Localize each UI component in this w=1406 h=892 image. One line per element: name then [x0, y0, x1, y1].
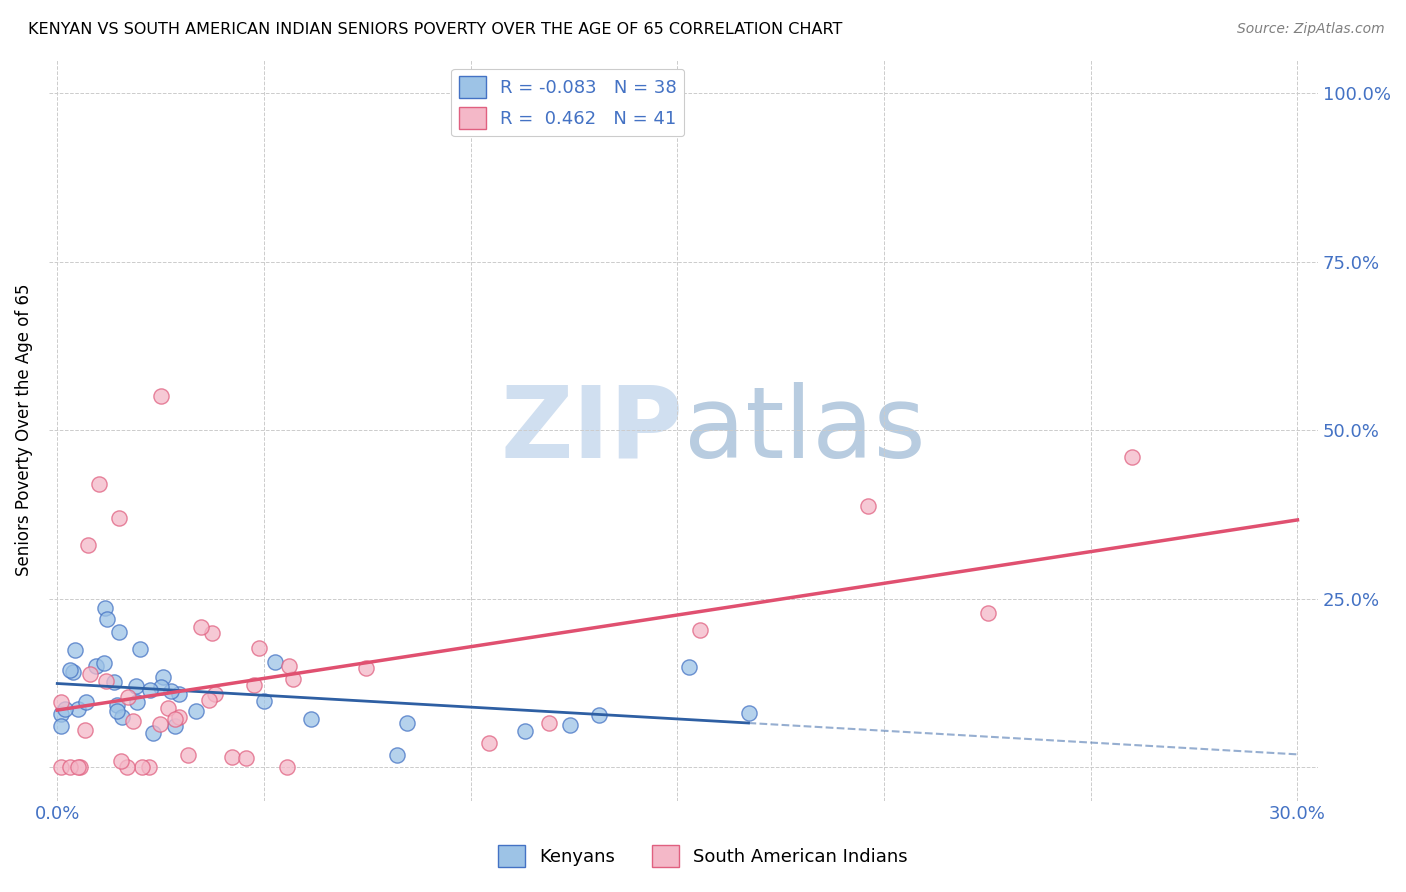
Point — [59, 663, 82, 677]
Point — [538, 716, 561, 731]
Point — [129, 642, 152, 657]
Text: atlas: atlas — [683, 382, 925, 479]
Point — [513, 724, 536, 739]
Point — [124, 679, 146, 693]
Point — [108, 510, 131, 524]
Point — [76, 538, 98, 552]
Point — [75, 723, 97, 738]
Point — [103, 675, 125, 690]
Point — [198, 693, 221, 707]
Point — [396, 715, 419, 730]
Point — [67, 702, 90, 716]
Point — [264, 655, 287, 669]
Point — [84, 658, 107, 673]
Point — [110, 754, 132, 768]
Point — [167, 710, 190, 724]
Point — [221, 749, 243, 764]
Point — [184, 705, 207, 719]
Point — [131, 760, 153, 774]
Point — [278, 658, 301, 673]
Point — [276, 760, 298, 774]
Point — [1121, 450, 1143, 464]
Point — [69, 760, 91, 774]
Point — [247, 640, 270, 655]
Point — [167, 687, 190, 701]
Text: Source: ZipAtlas.com: Source: ZipAtlas.com — [1237, 22, 1385, 37]
Point — [253, 694, 276, 708]
Point — [94, 601, 117, 615]
Point — [356, 660, 378, 674]
Point — [51, 694, 73, 708]
Point — [139, 683, 162, 698]
Point — [281, 673, 304, 687]
Point — [51, 719, 73, 733]
Point — [163, 712, 186, 726]
Point — [204, 687, 226, 701]
Point — [299, 712, 322, 726]
Y-axis label: Seniors Poverty Over the Age of 65: Seniors Poverty Over the Age of 65 — [15, 284, 32, 576]
Point — [62, 665, 84, 679]
Point — [157, 701, 180, 715]
Text: KENYAN VS SOUTH AMERICAN INDIAN SENIORS POVERTY OVER THE AGE OF 65 CORRELATION C: KENYAN VS SOUTH AMERICAN INDIAN SENIORS … — [28, 22, 842, 37]
Point — [235, 751, 257, 765]
Point — [689, 624, 711, 638]
Legend: Kenyans, South American Indians: Kenyans, South American Indians — [491, 838, 915, 874]
Point — [152, 670, 174, 684]
Point — [96, 674, 118, 689]
Point — [111, 710, 134, 724]
Point — [93, 656, 115, 670]
Point — [59, 760, 82, 774]
Point — [66, 760, 89, 774]
Point — [108, 625, 131, 640]
Point — [87, 477, 110, 491]
Point — [149, 716, 172, 731]
Point — [478, 736, 501, 750]
Point — [117, 690, 139, 704]
Point — [96, 612, 118, 626]
Point — [125, 695, 148, 709]
Point — [560, 718, 582, 732]
Legend: R = -0.083   N = 38, R =  0.462   N = 41: R = -0.083 N = 38, R = 0.462 N = 41 — [451, 69, 685, 136]
Point — [588, 708, 610, 723]
Point — [242, 678, 264, 692]
Point — [105, 698, 128, 712]
Point — [190, 620, 212, 634]
Point — [65, 643, 87, 657]
Point — [51, 760, 73, 774]
Point — [79, 666, 101, 681]
Point — [142, 725, 165, 739]
Point — [53, 702, 76, 716]
Point — [200, 626, 222, 640]
Point — [138, 760, 160, 774]
Point — [385, 748, 408, 763]
Point — [678, 660, 700, 674]
Text: ZIP: ZIP — [501, 382, 683, 479]
Point — [977, 606, 1000, 620]
Point — [117, 760, 139, 774]
Point — [160, 684, 183, 698]
Point — [105, 704, 128, 718]
Point — [149, 389, 172, 403]
Point — [177, 747, 200, 762]
Point — [149, 681, 172, 695]
Point — [51, 706, 73, 721]
Point — [165, 718, 187, 732]
Point — [858, 499, 880, 513]
Point — [75, 695, 97, 709]
Point — [121, 714, 143, 729]
Point — [737, 706, 759, 720]
